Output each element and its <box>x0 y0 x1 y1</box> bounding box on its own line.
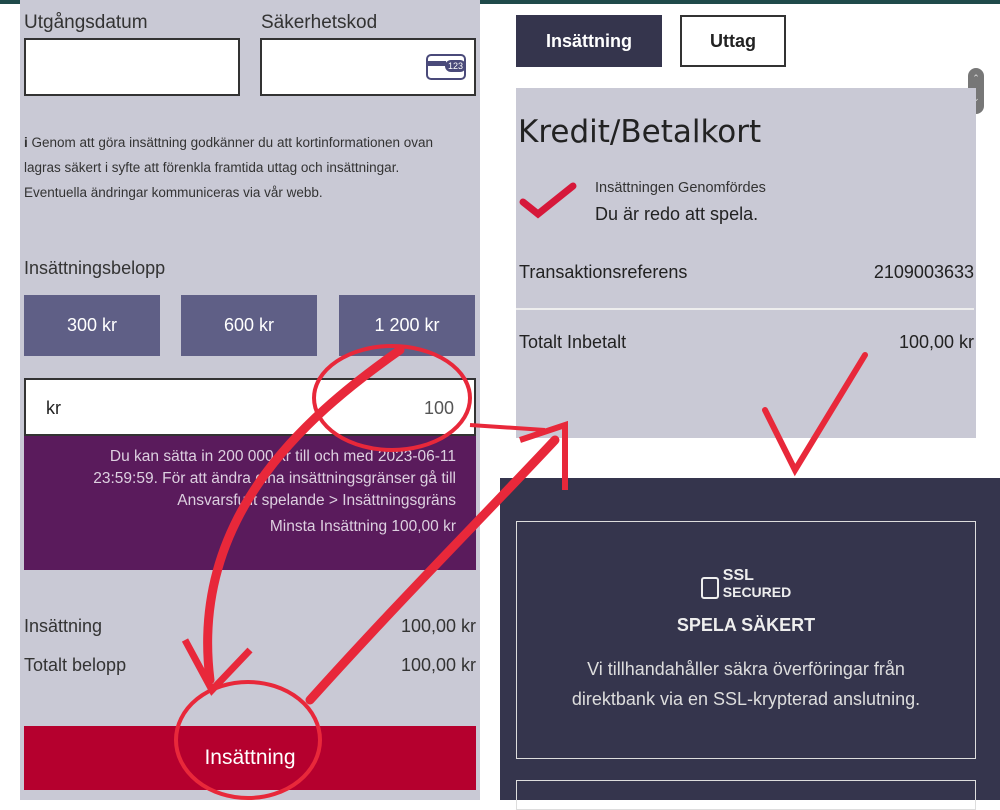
amount-button-600[interactable]: 600 kr <box>181 295 317 356</box>
amount-value: 100 <box>423 398 454 418</box>
ready-text: Du är redo att spela. <box>595 204 759 224</box>
divider <box>516 308 974 310</box>
amount-input[interactable]: kr 100 <box>24 378 476 436</box>
total-paid-row: Totalt Inbetalt 100,00 kr <box>519 332 974 352</box>
expiry-label: Utgångsdatum <box>24 12 148 33</box>
card-cvc-icon: 123 <box>426 54 466 80</box>
currency-label: kr <box>46 398 61 418</box>
status-text: Insättningen Genomfördes <box>595 180 766 196</box>
amount-button-1200[interactable]: 1 200 kr <box>339 295 475 356</box>
next-box <box>516 780 976 810</box>
reference-row: Transaktionsreferens 2109003633 <box>519 262 974 282</box>
info-text: i Genom att göra insättning godkänner du… <box>24 135 434 200</box>
cvc-label: Säkerhetskod <box>261 12 378 33</box>
min-deposit-text: Minsta Insättning 100,00 kr <box>269 518 456 535</box>
tab-deposit[interactable]: Insättning <box>516 15 662 67</box>
deposit-button[interactable]: Insättning <box>24 726 476 790</box>
info-icon: i <box>24 135 28 150</box>
amount-button-300[interactable]: 300 kr <box>24 295 160 356</box>
result-card: Kredit/Betalkort Insättningen Genomförde… <box>516 88 976 438</box>
expiry-input[interactable] <box>24 38 240 96</box>
top-bar <box>0 0 1000 4</box>
tab-withdraw[interactable]: Uttag <box>680 15 786 67</box>
limit-text: Du kan sätta in 200 000 kr till och med … <box>93 448 456 509</box>
amount-label: Insättningsbelopp <box>24 258 166 278</box>
summary-deposit: Insättning 100,00 kr <box>24 616 476 636</box>
card-title: Kredit/Betalkort <box>518 114 762 150</box>
summary-total: Totalt belopp 100,00 kr <box>24 655 476 675</box>
cvc-input[interactable]: 123 <box>260 38 476 96</box>
checkmark-icon <box>519 182 577 219</box>
ssl-secured-icon: SSL SECURED <box>517 567 975 601</box>
secure-title: SPELA SÄKERT <box>676 615 816 635</box>
limit-info-box: Du kan sätta in 200 000 kr till och med … <box>24 436 476 570</box>
security-section: SSL SECURED SPELA SÄKERT Vi tillhandahåll… <box>500 478 1000 810</box>
ssl-box: SSL SECURED SPELA SÄKERT Vi tillhandahåll… <box>516 521 976 759</box>
secure-text: Vi tillhandahåller säkra överföringar fr… <box>571 659 921 709</box>
